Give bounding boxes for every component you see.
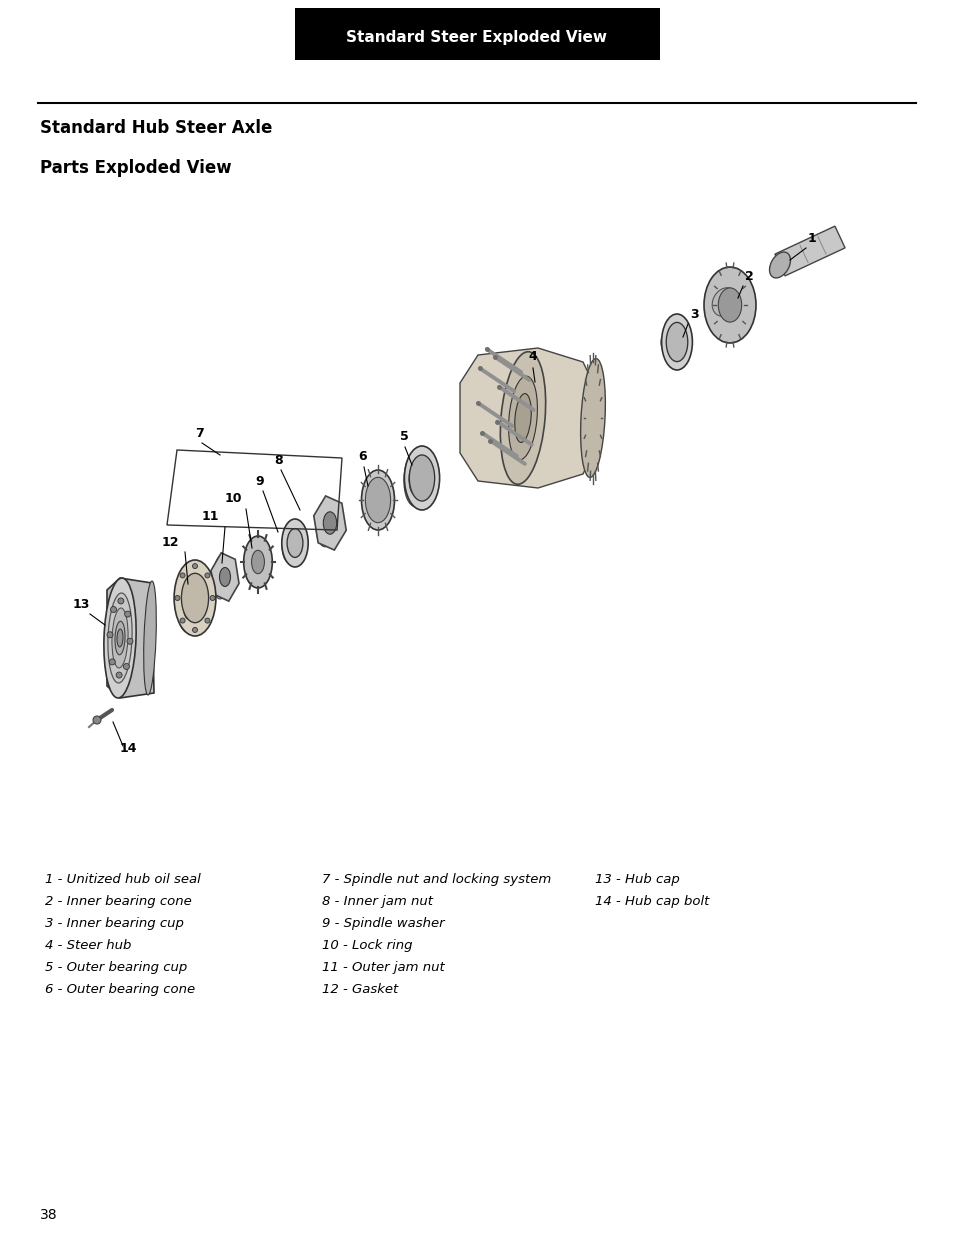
Ellipse shape [181, 573, 209, 622]
Ellipse shape [361, 471, 395, 530]
Ellipse shape [243, 536, 272, 588]
Text: 5: 5 [399, 430, 408, 443]
Ellipse shape [104, 578, 136, 698]
Ellipse shape [173, 559, 215, 636]
Text: 7: 7 [194, 427, 204, 440]
Ellipse shape [112, 608, 128, 668]
Text: 2: 2 [744, 270, 753, 283]
Ellipse shape [403, 450, 430, 506]
Ellipse shape [144, 580, 156, 695]
Text: 2 - Inner bearing cone: 2 - Inner bearing cone [45, 895, 192, 909]
Ellipse shape [712, 288, 737, 316]
Text: 10 - Lock ring: 10 - Lock ring [322, 940, 412, 952]
Text: 13: 13 [73, 598, 91, 611]
Ellipse shape [116, 672, 122, 678]
Text: 7 - Spindle nut and locking system: 7 - Spindle nut and locking system [322, 873, 551, 887]
Text: 9: 9 [254, 475, 263, 488]
Ellipse shape [205, 573, 210, 578]
Ellipse shape [409, 461, 425, 495]
Text: 8 - Inner jam nut: 8 - Inner jam nut [322, 895, 433, 909]
FancyBboxPatch shape [294, 7, 659, 61]
Ellipse shape [180, 573, 185, 578]
Text: Standard Hub Steer Axle: Standard Hub Steer Axle [40, 119, 273, 137]
Polygon shape [211, 553, 239, 601]
Ellipse shape [661, 314, 692, 370]
Ellipse shape [127, 638, 132, 645]
Text: 6 - Outer bearing cone: 6 - Outer bearing cone [45, 983, 195, 997]
Ellipse shape [409, 454, 435, 501]
Ellipse shape [703, 267, 755, 343]
Ellipse shape [323, 511, 336, 535]
Text: 11: 11 [202, 510, 219, 522]
Ellipse shape [660, 329, 684, 356]
Ellipse shape [769, 252, 790, 278]
Ellipse shape [245, 540, 263, 585]
Ellipse shape [107, 632, 112, 637]
Text: 6: 6 [357, 450, 366, 463]
Ellipse shape [115, 621, 125, 655]
Text: 12 - Gasket: 12 - Gasket [322, 983, 397, 997]
Ellipse shape [205, 618, 210, 624]
Text: 14 - Hub cap bolt: 14 - Hub cap bolt [595, 895, 709, 909]
Ellipse shape [111, 606, 116, 613]
Ellipse shape [365, 477, 390, 522]
Ellipse shape [287, 529, 303, 557]
Ellipse shape [110, 659, 115, 664]
Ellipse shape [363, 474, 384, 526]
Text: 38: 38 [40, 1208, 57, 1221]
Text: 4 - Steer hub: 4 - Steer hub [45, 940, 132, 952]
Ellipse shape [180, 618, 185, 624]
Polygon shape [774, 226, 844, 275]
Ellipse shape [508, 377, 537, 459]
Text: 14: 14 [120, 742, 137, 755]
Text: 8: 8 [274, 454, 282, 467]
Text: 10: 10 [225, 492, 242, 505]
Ellipse shape [404, 446, 439, 510]
Text: 11 - Outer jam nut: 11 - Outer jam nut [322, 962, 444, 974]
Ellipse shape [193, 627, 197, 632]
Ellipse shape [210, 595, 214, 600]
Ellipse shape [176, 564, 201, 632]
Ellipse shape [281, 519, 308, 567]
Ellipse shape [193, 563, 197, 568]
Ellipse shape [315, 499, 335, 547]
Ellipse shape [125, 611, 131, 618]
Ellipse shape [282, 522, 300, 563]
Ellipse shape [252, 551, 264, 574]
Polygon shape [107, 578, 153, 698]
Text: Standard Steer Exploded View: Standard Steer Exploded View [346, 30, 607, 44]
Text: 13 - Hub cap: 13 - Hub cap [595, 873, 679, 887]
Ellipse shape [118, 598, 124, 604]
Ellipse shape [174, 595, 180, 600]
Text: 12: 12 [162, 536, 179, 550]
Text: 4: 4 [527, 350, 537, 363]
Ellipse shape [580, 358, 605, 478]
Ellipse shape [718, 288, 740, 322]
Ellipse shape [92, 716, 101, 724]
Ellipse shape [123, 663, 130, 669]
Polygon shape [459, 348, 599, 488]
Ellipse shape [183, 577, 194, 619]
Ellipse shape [213, 555, 229, 599]
Text: 1 - Unitized hub oil seal: 1 - Unitized hub oil seal [45, 873, 200, 887]
Ellipse shape [515, 394, 531, 442]
Ellipse shape [117, 629, 123, 647]
Polygon shape [314, 496, 346, 550]
Ellipse shape [499, 352, 545, 484]
Text: Parts Exploded View: Parts Exploded View [40, 159, 232, 177]
Text: 1: 1 [807, 232, 816, 245]
Text: 5 - Outer bearing cup: 5 - Outer bearing cup [45, 962, 187, 974]
Text: 3 - Inner bearing cup: 3 - Inner bearing cup [45, 918, 184, 930]
Ellipse shape [219, 568, 231, 587]
Ellipse shape [108, 593, 132, 683]
Text: 9 - Spindle washer: 9 - Spindle washer [322, 918, 444, 930]
Ellipse shape [665, 322, 687, 362]
Text: 3: 3 [689, 308, 698, 321]
